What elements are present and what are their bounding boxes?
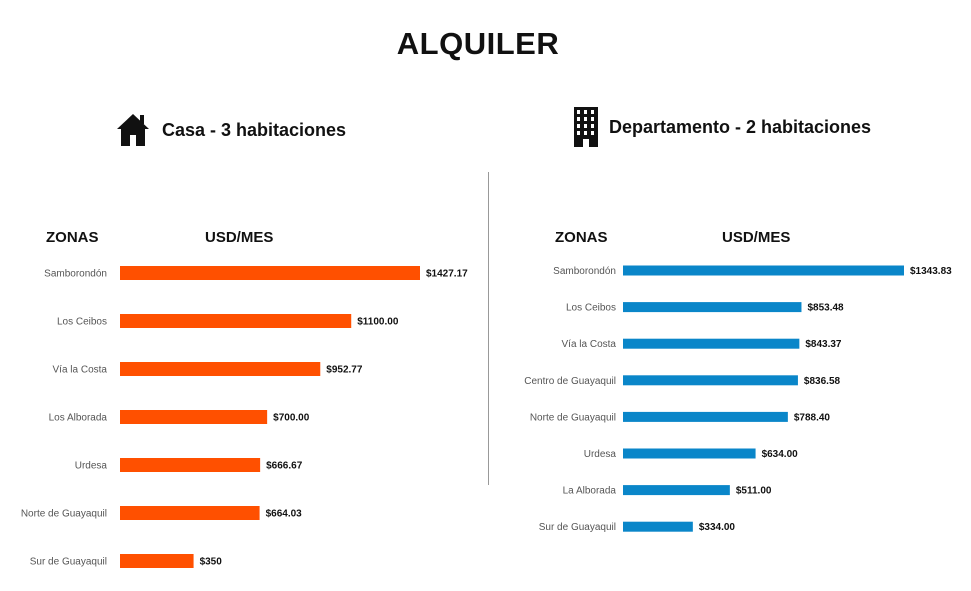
panel-divider: [488, 172, 489, 485]
depto-value-label: $788.40: [794, 412, 831, 423]
depto-bar: [623, 375, 798, 386]
casa-category-label: Norte de Guayaquil: [21, 509, 107, 520]
depto-category-label: Los Ceibos: [566, 303, 616, 314]
casa-bar: [120, 458, 261, 472]
casa-bar: [120, 362, 321, 376]
casa-units-header: USD/MES: [205, 229, 274, 246]
casa-category-label: Samborondón: [44, 269, 107, 280]
page-title: ALQUILER: [396, 26, 560, 61]
depto-bar: [623, 448, 756, 459]
depto-bar: [623, 265, 904, 276]
casa-panel-title: Casa - 3 habitaciones: [162, 119, 347, 140]
depto-value-label: $334.00: [699, 522, 736, 533]
depto-bar: [623, 302, 802, 313]
casa-value-label: $1427.17: [426, 269, 468, 280]
casa-value-label: $664.03: [266, 509, 303, 520]
casa-panel-header: Casa - 3 habitaciones: [116, 112, 346, 148]
casa-bar: [120, 554, 194, 568]
depto-category-label: Samborondón: [553, 266, 616, 277]
depto-bar: [623, 411, 788, 422]
casa-value-label: $952.77: [326, 365, 363, 376]
depto-value-label: $853.48: [807, 303, 844, 314]
depto-value-label: $511.00: [736, 486, 772, 497]
depto-panel-title: Departamento - 2 habitaciones: [609, 116, 872, 137]
casa-bar: [120, 410, 268, 424]
house-icon: [116, 112, 150, 148]
depto-value-label: $843.37: [805, 339, 842, 350]
casa-bar: [120, 314, 352, 328]
depto-category-label: La Alborada: [563, 486, 617, 497]
depto-category-label: Norte de Guayaquil: [530, 412, 616, 423]
casa-category-label: Urdesa: [75, 461, 108, 472]
depto-category-label: Centro de Guayaquil: [524, 376, 616, 387]
depto-units-header: USD/MES: [722, 229, 791, 246]
casa-bar: [120, 266, 420, 280]
depto-category-label: Urdesa: [584, 449, 617, 460]
casa-zones-header: ZONAS: [46, 229, 99, 246]
building-icon: [573, 107, 599, 147]
depto-value-label: $634.00: [762, 449, 799, 460]
depto-zones-header: ZONAS: [555, 229, 608, 246]
depto-bar: [623, 338, 800, 349]
casa-bar: [120, 506, 260, 520]
depto-bar: [623, 485, 730, 496]
casa-value-label: $350: [200, 557, 223, 568]
casa-category-label: Vía la Costa: [53, 365, 108, 376]
casa-value-label: $700.00: [273, 413, 310, 424]
depto-value-label: $836.58: [804, 376, 841, 387]
depto-panel-header: Departamento - 2 habitaciones: [573, 107, 871, 147]
depto-category-label: Vía la Costa: [562, 339, 617, 350]
casa-category-label: Los Ceibos: [57, 317, 107, 328]
casa-value-label: $1100.00: [357, 317, 399, 328]
casa-value-label: $666.67: [266, 461, 303, 472]
depto-category-label: Sur de Guayaquil: [539, 522, 616, 533]
depto-value-label: $1343.83: [910, 266, 952, 277]
casa-category-label: Los Alborada: [49, 413, 108, 424]
depto-bar: [623, 521, 693, 532]
casa-category-label: Sur de Guayaquil: [30, 557, 107, 568]
